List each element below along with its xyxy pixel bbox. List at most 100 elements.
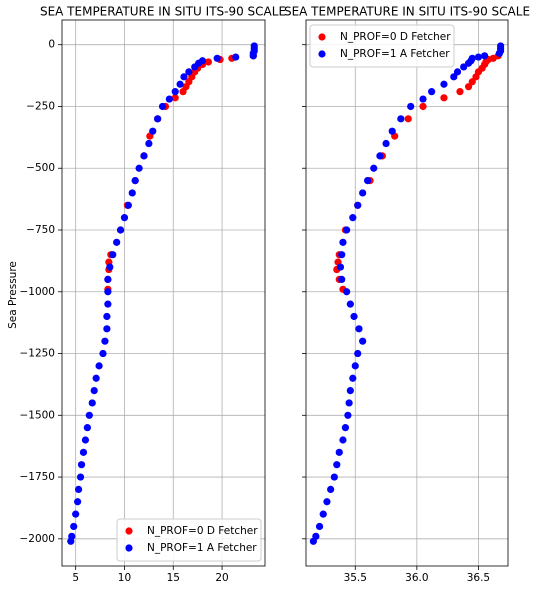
y-tick-label: −1750 [19, 471, 55, 483]
scatter-point [480, 52, 489, 60]
scatter-point [354, 201, 362, 209]
scatter-point [145, 139, 153, 148]
scatter-point [336, 263, 345, 271]
scatter-point [70, 522, 78, 531]
scatter-point [90, 386, 98, 395]
scatter-point [359, 337, 367, 345]
scatter-point [140, 152, 148, 160]
y-tick-label: −1250 [19, 348, 55, 360]
scatter-point [341, 424, 350, 432]
scatter-point [333, 461, 341, 469]
scatter-point [149, 127, 157, 135]
scatter-point [106, 263, 114, 271]
scatter-point [344, 411, 352, 419]
scatter-point [327, 485, 335, 494]
scatter-point [349, 374, 357, 382]
scatter-point [404, 115, 412, 123]
plot-frame [61, 19, 266, 567]
scatter-point [456, 88, 464, 96]
scatter-point [388, 127, 396, 135]
scatter-point [339, 436, 347, 444]
scatter-point [88, 399, 96, 407]
x-tick-label: 20 [215, 572, 228, 584]
scatter-point [179, 88, 187, 96]
scatter-point [382, 139, 390, 148]
legend-marker [318, 50, 326, 58]
scatter-point [354, 349, 362, 358]
scatter-point [474, 53, 483, 61]
plot-frame [305, 19, 509, 567]
scatter-point [345, 399, 353, 407]
scatter-point [440, 94, 448, 102]
x-tick-label: 35.5 [344, 572, 367, 584]
y-tick-label: 0 [48, 39, 55, 51]
scatter-point [213, 54, 221, 62]
scatter-point [76, 473, 85, 481]
scatter-point [128, 189, 136, 197]
scatter-point [131, 176, 139, 185]
y-tick-label: −500 [26, 162, 55, 174]
scatter-point [472, 73, 480, 81]
legend-label: N_PROF=0 D Fetcher [340, 31, 451, 43]
scatter-point [171, 94, 179, 102]
scatter-point [95, 362, 103, 370]
scatter-point [350, 312, 358, 321]
scatter-point [338, 251, 346, 259]
scatter-point [419, 102, 427, 111]
scatter-point [349, 214, 357, 222]
scatter-point [440, 80, 448, 88]
scatter-point [450, 73, 458, 81]
scatter-point [355, 325, 363, 333]
scatter-point [464, 59, 473, 67]
x-tick-label: 36.0 [405, 572, 428, 584]
y-tick-label: −250 [26, 100, 55, 112]
scatter-point [335, 448, 343, 456]
scatter-point [468, 78, 476, 86]
scatter-point [109, 251, 117, 259]
scatter-point [104, 275, 112, 284]
scatter-point [330, 473, 338, 481]
scatter-point [103, 325, 111, 333]
legend-marker [125, 527, 133, 535]
scatter-point [464, 83, 473, 91]
scatter-point [171, 88, 179, 96]
y-tick-label: −1500 [19, 409, 55, 421]
scatter-point [154, 115, 162, 123]
scatter-point [453, 68, 462, 76]
legend-label: N_PROF=1 A Fetcher [340, 48, 450, 60]
scatter-point [495, 49, 503, 57]
scatter-point [249, 52, 257, 60]
scatter-point [67, 537, 75, 545]
scatter-point [185, 68, 193, 76]
scatter-point [104, 300, 112, 308]
scatter-point [113, 238, 121, 246]
scatter-point [339, 238, 347, 246]
scatter-point [101, 337, 109, 345]
scatter-point [180, 73, 188, 81]
scatter-point [343, 288, 351, 296]
x-tick-label: 5 [72, 572, 79, 584]
scatter-point [103, 312, 111, 321]
scatter-point [397, 115, 405, 123]
scatter-point [158, 102, 167, 111]
y-axis-label: Sea Pressure [7, 261, 19, 329]
scatter-point [428, 88, 436, 96]
scatter-point [315, 522, 324, 531]
scatter-point [346, 300, 354, 308]
y-tick-label: −750 [26, 224, 55, 236]
scatter-point [370, 164, 378, 172]
legend-label: N_PROF=0 D Fetcher [147, 525, 258, 537]
scatter-point [124, 201, 132, 209]
scatter-point [99, 349, 107, 358]
legend-marker [318, 33, 326, 41]
scatter-point [83, 424, 91, 432]
scatter-point [351, 362, 359, 370]
scatter-point [323, 498, 331, 506]
scatter-point [419, 95, 427, 103]
scatter-point [359, 189, 367, 197]
scatter-point [74, 485, 83, 494]
legend-marker [125, 544, 133, 552]
scatter-point [92, 374, 100, 382]
scatter-point [363, 176, 372, 185]
